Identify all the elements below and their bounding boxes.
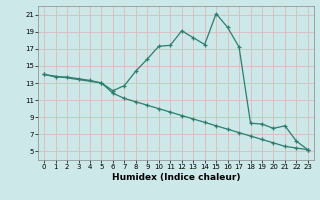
X-axis label: Humidex (Indice chaleur): Humidex (Indice chaleur) bbox=[112, 173, 240, 182]
